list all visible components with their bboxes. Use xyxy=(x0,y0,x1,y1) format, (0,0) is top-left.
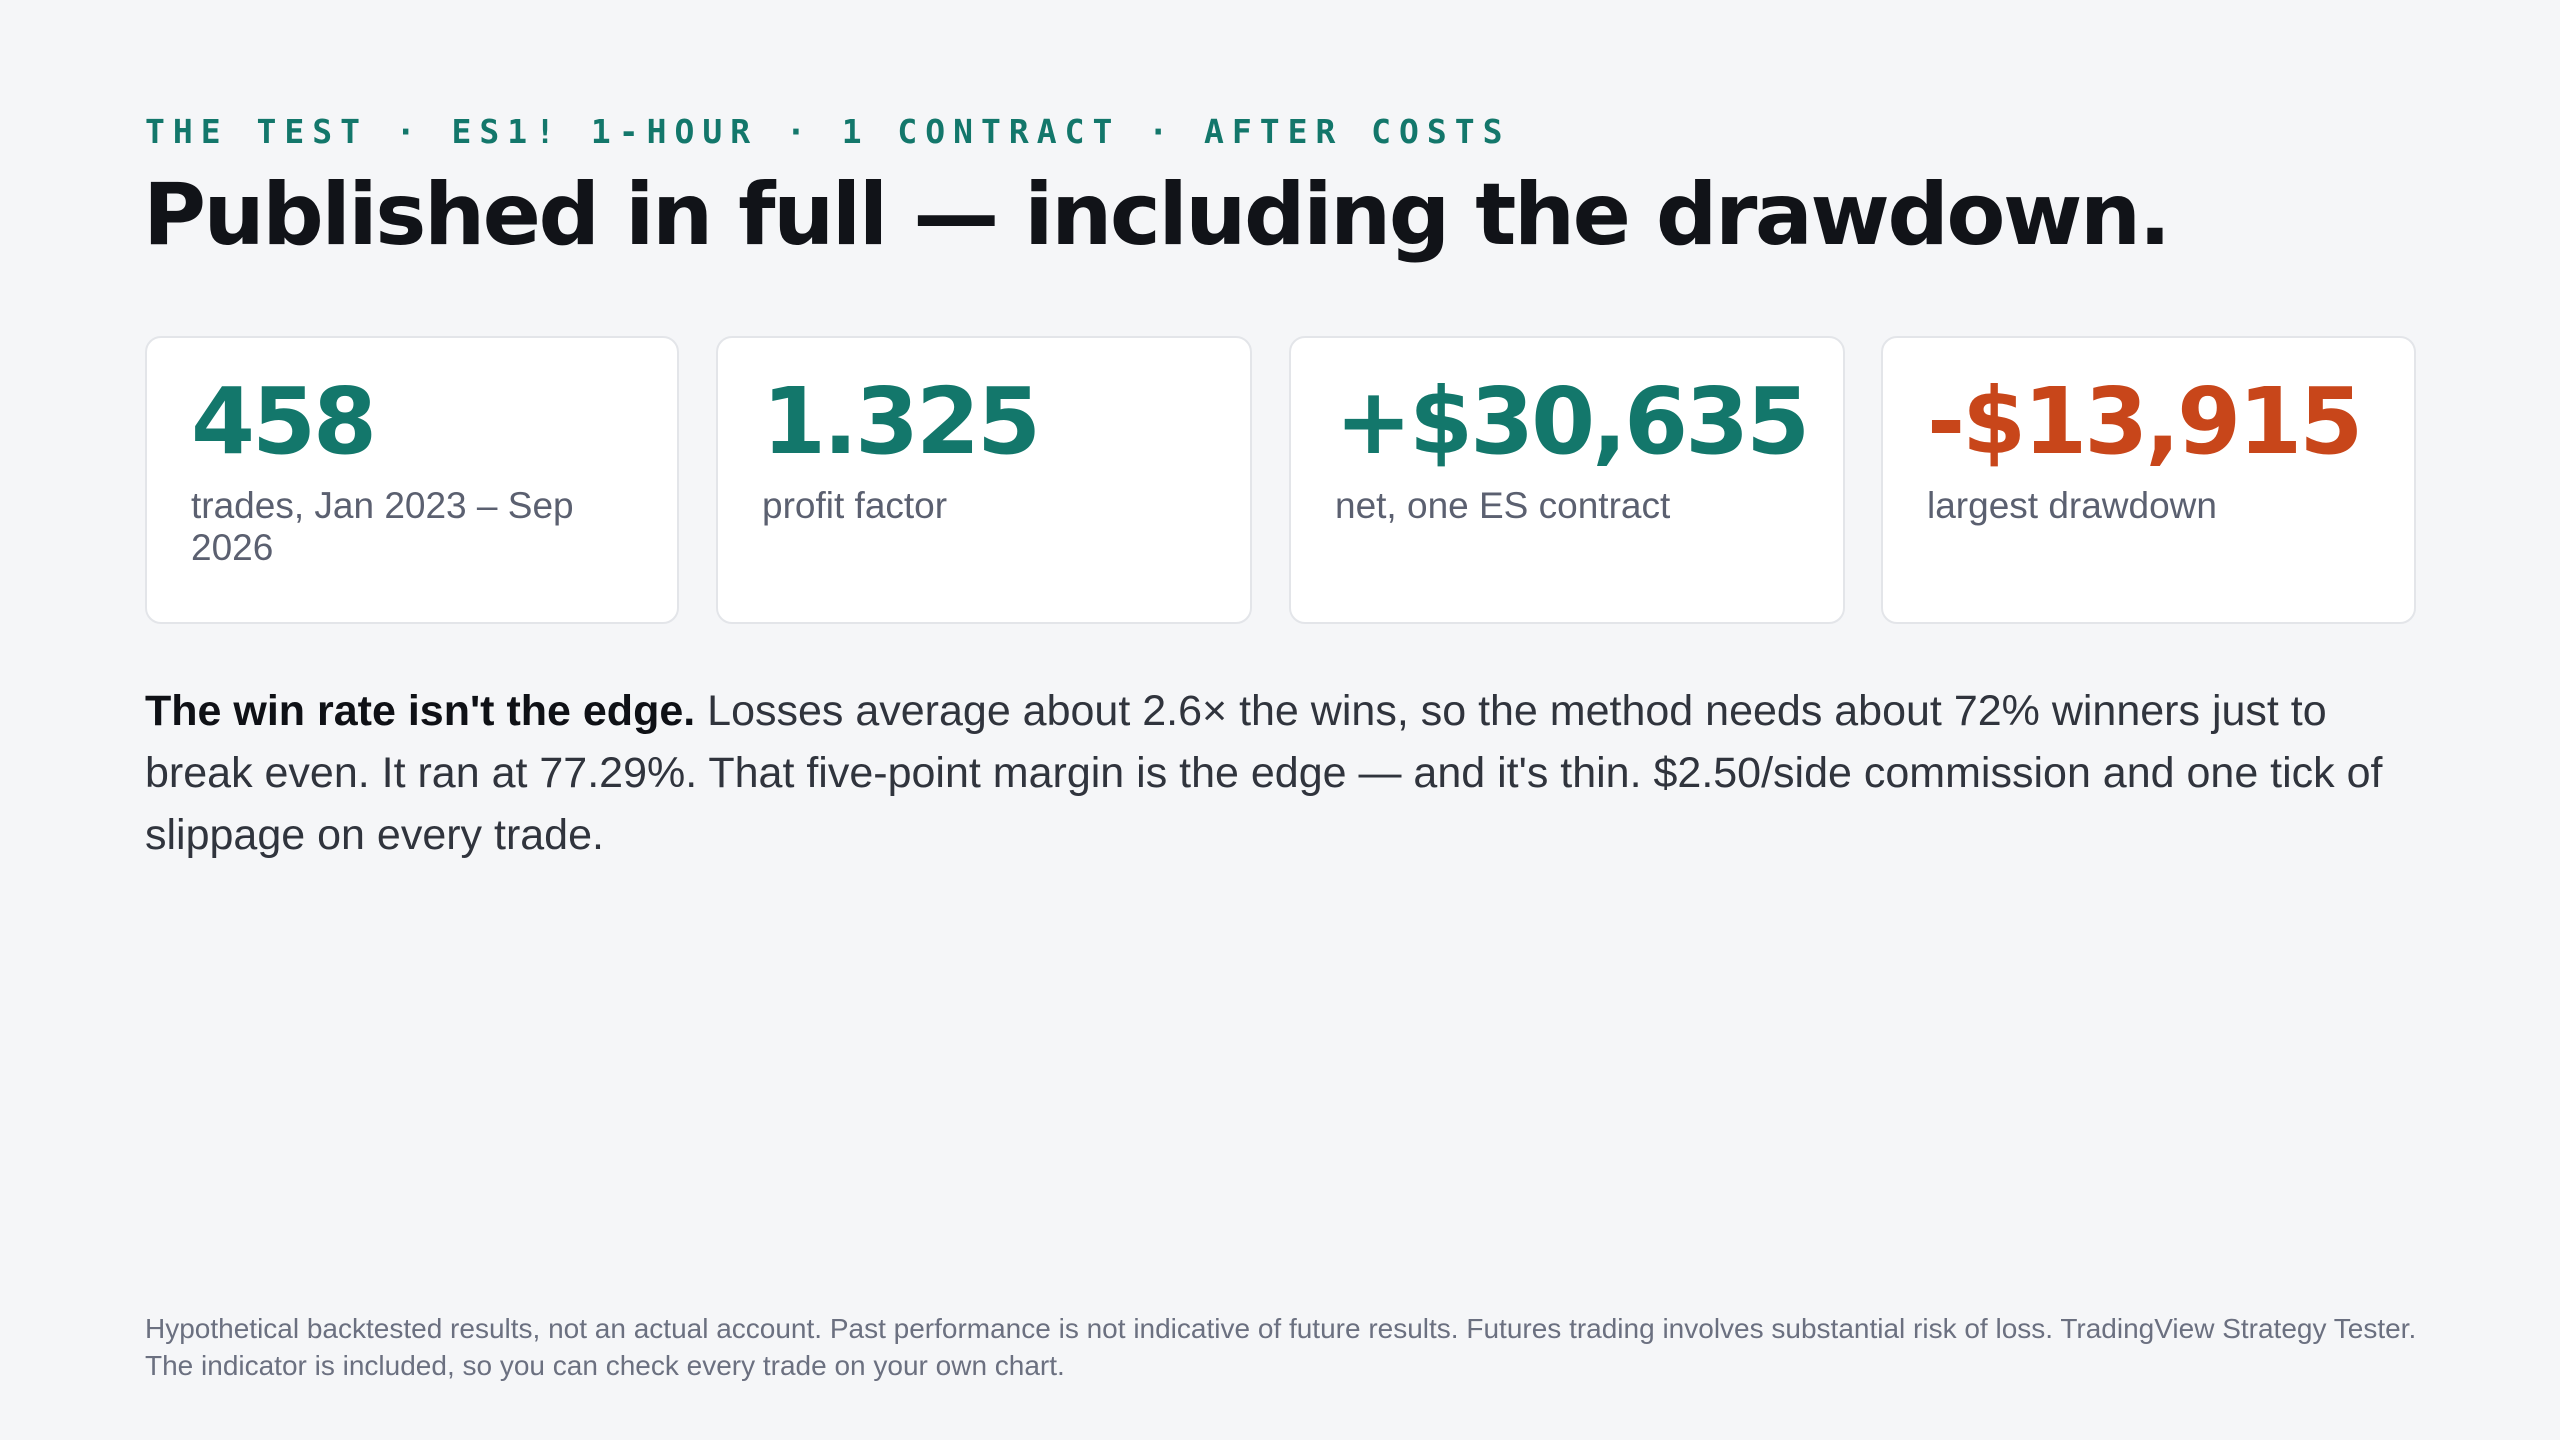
stat-label-trades: trades, Jan 2023 – Sep 2026 xyxy=(191,484,574,569)
stat-value-trades: 458 xyxy=(191,368,377,475)
explanation-lead: The win rate isn't the edge. xyxy=(145,687,696,735)
stat-card-net: +$30,635 net, one ES contract xyxy=(1289,336,1845,624)
stat-label-profit-factor: profit factor xyxy=(762,484,948,526)
stat-label-drawdown: largest drawdown xyxy=(1927,484,2217,526)
stat-value-net: +$30,635 xyxy=(1335,368,1810,475)
disclaimer-text: Hypothetical backtested results, not an … xyxy=(145,1313,2417,1381)
stat-card-drawdown: -$13,915 largest drawdown xyxy=(1881,336,2416,624)
explanation-text: Losses average about 2.6× the wins, so t… xyxy=(145,687,2383,859)
stat-label-net: net, one ES contract xyxy=(1335,484,1671,526)
page-title: Published in full — including the drawdo… xyxy=(143,165,2171,265)
stat-value-profit-factor: 1.325 xyxy=(762,368,1041,475)
stat-card-trades: 458 trades, Jan 2023 – Sep 2026 xyxy=(145,336,679,624)
explanation-paragraph: The win rate isn't the edge. Losses aver… xyxy=(145,680,2395,866)
stat-card-profit-factor: 1.325 profit factor xyxy=(716,336,1252,624)
eyebrow-label: THE TEST · ES1! 1-HOUR · 1 CONTRACT · AF… xyxy=(145,112,1511,151)
stat-value-drawdown: -$13,915 xyxy=(1927,368,2363,475)
